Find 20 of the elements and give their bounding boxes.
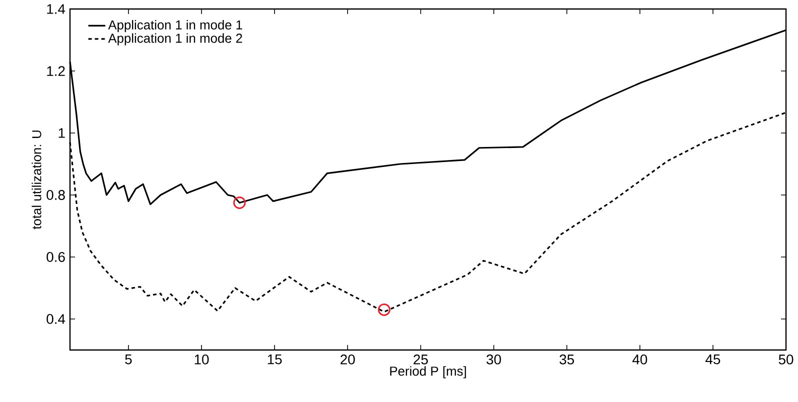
y-tick-label: 0.6 bbox=[46, 252, 65, 262]
x-tick-label: 10 bbox=[194, 354, 209, 364]
y-tick-label: 0.4 bbox=[46, 314, 66, 324]
y-tick-label: 1.2 bbox=[47, 66, 65, 76]
x-tick-label: 50 bbox=[778, 354, 794, 364]
y-tick-label: 1 bbox=[58, 128, 65, 138]
y-axis-title: total utilization: U bbox=[32, 130, 42, 230]
x-tick-label: 45 bbox=[705, 354, 720, 364]
x-tick-label: 35 bbox=[560, 354, 574, 364]
x-tick-label: 15 bbox=[268, 354, 282, 364]
legend-label: Application 1 in mode 1 bbox=[108, 20, 242, 32]
x-tick-label: 25 bbox=[414, 354, 428, 364]
x-axis-title: Period P [ms] bbox=[390, 366, 466, 378]
x-tick-label: 30 bbox=[486, 354, 501, 364]
y-tick-label: 1.4 bbox=[47, 4, 66, 14]
y-tick-label: 0.8 bbox=[46, 190, 65, 200]
x-tick-label: 5 bbox=[125, 354, 132, 364]
legend-label: Application 1 in mode 2 bbox=[108, 33, 242, 46]
x-tick-label: 20 bbox=[340, 354, 355, 364]
x-tick-label: 40 bbox=[632, 354, 648, 364]
